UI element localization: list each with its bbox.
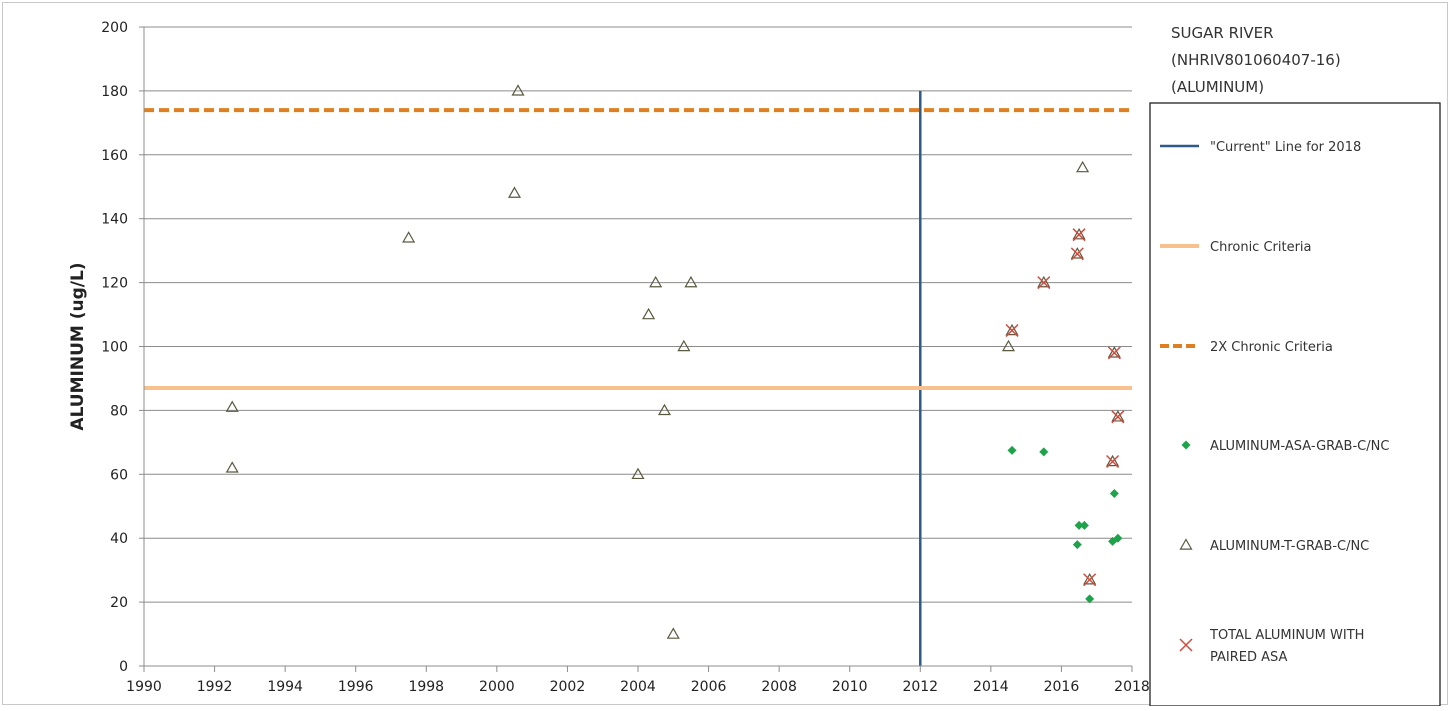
total-aluminum-point bbox=[1107, 346, 1121, 360]
legend-label: ALUMINUM-ASA-GRAB-C/NC bbox=[1210, 439, 1389, 454]
t-grab-point bbox=[225, 461, 239, 473]
x-tick-label: 2018 bbox=[1114, 679, 1150, 695]
x-tick-label: 1994 bbox=[267, 679, 303, 695]
t-grab-point bbox=[1070, 247, 1084, 259]
legend-label-line: 2X Chronic Criteria bbox=[1210, 340, 1333, 355]
legend-label-line: Chronic Criteria bbox=[1210, 240, 1312, 255]
x-tick-label: 1996 bbox=[338, 679, 374, 695]
legend-label: "Current" Line for 2018 bbox=[1210, 140, 1361, 155]
t-grab-point bbox=[1106, 454, 1120, 467]
t-grab-point bbox=[649, 275, 663, 288]
x-tick-label: 1992 bbox=[197, 679, 233, 695]
legend-t-grab-marker bbox=[1179, 538, 1193, 550]
y-tick-label: 40 bbox=[110, 531, 128, 547]
asa-grab-point bbox=[1039, 447, 1049, 457]
y-tick-label: 20 bbox=[110, 595, 128, 611]
y-tick-label: 160 bbox=[101, 148, 128, 164]
y-tick-label: 100 bbox=[101, 340, 128, 356]
total-aluminum-point bbox=[1072, 228, 1086, 242]
asa-grab-point bbox=[1079, 520, 1089, 530]
asa-grab-point bbox=[1072, 540, 1082, 550]
total-aluminum-point bbox=[1037, 276, 1051, 290]
data-points bbox=[225, 84, 1125, 639]
y-tick-label: 180 bbox=[101, 84, 128, 100]
t-grab-point bbox=[225, 400, 239, 412]
y-axis-label: ALUMINUM (ug/L) bbox=[68, 262, 88, 430]
legend-box bbox=[1149, 102, 1441, 707]
legend-label: Chronic Criteria bbox=[1210, 240, 1312, 255]
t-grab-point bbox=[511, 84, 525, 96]
x-tick-label: 2000 bbox=[479, 679, 515, 695]
legend-total-aluminum-marker bbox=[1179, 638, 1193, 652]
gridlines bbox=[144, 26, 1132, 667]
chart-title-line: (ALUMINUM) bbox=[1171, 78, 1264, 96]
chart-title-line: SUGAR RIVER bbox=[1171, 24, 1274, 42]
legend-label-line: PAIRED ASA bbox=[1210, 650, 1288, 665]
legend: "Current" Line for 2018 Chronic Criteria 2… bbox=[1149, 102, 1441, 707]
t-grab-point bbox=[1037, 275, 1051, 288]
legend-asa-marker bbox=[1181, 440, 1191, 450]
asa-grab-point bbox=[1007, 445, 1017, 455]
asa-grab-point bbox=[1085, 594, 1095, 604]
t-grab-point bbox=[1107, 346, 1121, 358]
axes: 0 20 40 60 80 100 120 140 160 180 200 1990 1992 1994 1… bbox=[68, 20, 1150, 695]
x-tick-label: 2006 bbox=[691, 679, 727, 695]
scatter-chart: 0 20 40 60 80 100 120 140 160 180 200 1990 1992 1994 1… bbox=[68, 20, 1441, 707]
total-aluminum-point bbox=[1106, 454, 1120, 469]
t-grab-point bbox=[402, 231, 416, 243]
t-grab-point bbox=[642, 307, 656, 320]
legend-label: TOTAL ALUMINUM WITH PAIRED ASA bbox=[1209, 628, 1364, 665]
t-grab-point bbox=[1005, 323, 1019, 336]
total-aluminum-point bbox=[1083, 573, 1097, 587]
asa-grab-point bbox=[1109, 488, 1119, 498]
y-tick-label: 60 bbox=[110, 467, 128, 483]
x-tick-label: 2010 bbox=[832, 679, 868, 695]
legend-label: 2X Chronic Criteria bbox=[1210, 340, 1333, 355]
legend-label-line: TOTAL ALUMINUM WITH bbox=[1209, 628, 1364, 643]
y-tick-label: 80 bbox=[110, 403, 128, 419]
t-grab-point bbox=[1076, 160, 1090, 173]
chart-title: SUGAR RIVER (NHRIV801060407-16) (ALUMINUM) bbox=[1171, 24, 1341, 96]
legend-label: ALUMINUM-T-GRAB-C/NC bbox=[1210, 539, 1369, 554]
t-grab-point bbox=[677, 339, 691, 352]
legend-label-line: "Current" Line for 2018 bbox=[1210, 140, 1361, 155]
x-tick-label: 2002 bbox=[550, 679, 586, 695]
t-grab-point bbox=[684, 275, 698, 288]
y-tick-label: 120 bbox=[101, 276, 128, 292]
reference-lines bbox=[144, 90, 1132, 666]
x-tick-label: 2014 bbox=[973, 679, 1009, 695]
t-grab-point bbox=[1001, 339, 1016, 352]
y-tick-label: 0 bbox=[119, 659, 128, 675]
x-tick-label: 2008 bbox=[761, 679, 797, 695]
t-grab-point bbox=[1111, 410, 1125, 422]
legend-label-line: ALUMINUM-T-GRAB-C/NC bbox=[1210, 539, 1369, 554]
t-grab-point bbox=[1072, 227, 1086, 240]
chart-title-line: (NHRIV801060407-16) bbox=[1171, 51, 1341, 69]
legend-label-line: ALUMINUM-ASA-GRAB-C/NC bbox=[1210, 439, 1389, 454]
total-aluminum-point bbox=[1111, 410, 1125, 424]
y-tick-label: 200 bbox=[101, 20, 128, 36]
x-tick-label: 2004 bbox=[620, 679, 656, 695]
x-tick-label: 2016 bbox=[1044, 679, 1080, 695]
asa-grab-point bbox=[1113, 533, 1123, 543]
x-tick-label: 1990 bbox=[126, 679, 162, 695]
t-grab-point bbox=[631, 467, 645, 480]
t-grab-point bbox=[666, 627, 680, 639]
x-tick-label: 1998 bbox=[408, 679, 444, 695]
t-grab-point bbox=[507, 186, 522, 198]
y-tick-label: 140 bbox=[101, 212, 128, 228]
t-grab-point bbox=[1083, 573, 1097, 585]
total-aluminum-point bbox=[1070, 247, 1084, 261]
x-tick-label: 2012 bbox=[902, 679, 938, 695]
asa-grab-point bbox=[1074, 520, 1084, 530]
t-grab-point bbox=[657, 403, 671, 416]
total-aluminum-point bbox=[1005, 323, 1019, 338]
